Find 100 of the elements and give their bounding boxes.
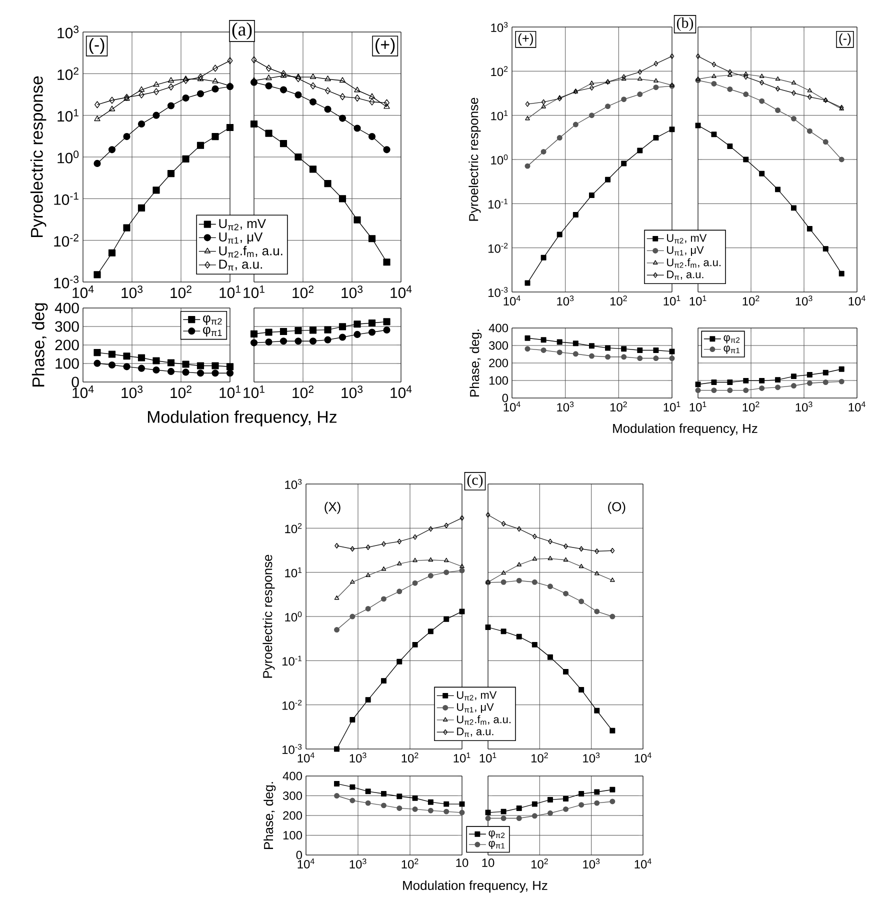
x-tick-label: 10$^{4}$ bbox=[390, 286, 412, 298]
y-tick-label: 10$^{2}$ bbox=[491, 66, 508, 76]
legend-label: U$_{π1}$, μV bbox=[667, 246, 704, 256]
x-tick-label: 10$^{1}$ bbox=[454, 752, 470, 762]
x-tick-label: 10$^{1}$ bbox=[220, 286, 240, 298]
y-tick-label: 200 bbox=[489, 358, 508, 368]
x-tick-label: 10$^{3}$ bbox=[796, 296, 812, 306]
legend-label: D$_{π}$, a.u. bbox=[667, 270, 704, 280]
y-axis-title: Pyroelectric response bbox=[468, 98, 481, 221]
y-axis-title: Phase, deg. bbox=[264, 782, 276, 850]
y-axis-title: Pyroelectric response bbox=[262, 554, 275, 678]
legend-label: φ$_{π2}$ bbox=[488, 830, 505, 839]
y-tick-label: 10$^{3}$ bbox=[491, 22, 508, 32]
x-tick-label: 10$^{3}$ bbox=[583, 752, 600, 763]
x-tick-label: 10$^{2}$ bbox=[170, 386, 192, 398]
x-tick-label: 10$^{1}$ bbox=[690, 402, 706, 412]
y-tick-label: 10$^{1}$ bbox=[491, 110, 508, 120]
x-tick-label: 10$^{4}$ bbox=[634, 752, 652, 762]
y-tick-label: 400 bbox=[282, 772, 302, 780]
y-tick-label: 10$^{-2}$ bbox=[488, 242, 508, 253]
x-tick-label: 10$^{3}$ bbox=[122, 286, 143, 298]
x-tick-label: 10$^{1}$ bbox=[244, 386, 264, 398]
x-tick-label: 10$^{4}$ bbox=[504, 402, 520, 412]
y-axis-title: Pyroelectric response bbox=[30, 76, 46, 238]
x-tick-label: 10$^{4}$ bbox=[72, 286, 94, 298]
y-tick-label: 10$^{0}$ bbox=[285, 612, 302, 622]
y-tick-label: 100 bbox=[489, 376, 508, 385]
y-axis-title: Phase, deg. bbox=[470, 330, 482, 397]
annotation: (+) bbox=[518, 33, 533, 46]
x-tick-label: 10$^{3}$ bbox=[342, 286, 363, 298]
y-tick-label: 10$^{-1}$ bbox=[488, 198, 508, 209]
y-tick-label: 10$^{-1}$ bbox=[282, 656, 302, 666]
x-tick-label: 10$^{3}$ bbox=[350, 752, 366, 763]
y-tick-label: 200 bbox=[55, 340, 79, 350]
legend-label: φ$_{π2}$ bbox=[203, 315, 222, 326]
y-tick-label: 10$^{0}$ bbox=[58, 150, 79, 164]
legend-label: U$_{π2}$, mV bbox=[667, 234, 707, 244]
y-tick-label: 0 bbox=[72, 376, 79, 388]
x-tick-label: 10$^{1}$ bbox=[244, 286, 264, 298]
y-tick-label: 0 bbox=[296, 850, 302, 860]
x-tick-label: 10$^{4}$ bbox=[848, 296, 866, 306]
x-axis-title: Modulation frequency, Hz bbox=[613, 424, 758, 436]
y-tick-label: 100 bbox=[56, 358, 79, 369]
x-tick-label: 10$^{2}$ bbox=[610, 296, 627, 306]
x-tick-label: 10$^{3}$ bbox=[350, 858, 366, 869]
chart-title: (c) bbox=[467, 474, 483, 488]
x-tick-label: 10$^{1}$ bbox=[664, 402, 680, 412]
x-tick-label: 10$^{2}$ bbox=[531, 858, 548, 869]
y-tick-label: 300 bbox=[282, 792, 302, 800]
x-tick-label: 10$^{4}$ bbox=[634, 858, 652, 868]
y-tick-label: 10$^{-2}$ bbox=[54, 234, 78, 247]
y-tick-label: 400 bbox=[54, 302, 79, 314]
y-tick-label: 300 bbox=[488, 341, 508, 350]
x-tick-label: 10$^{3}$ bbox=[557, 402, 574, 412]
x-tick-label: 10$^{4}$ bbox=[848, 402, 866, 412]
x-tick-label: 10$^{1}$ bbox=[480, 752, 496, 762]
x-tick-label: 10$^{1}$ bbox=[690, 296, 706, 306]
y-tick-label: 200 bbox=[283, 811, 302, 820]
x-tick-label: 10 bbox=[482, 858, 494, 867]
legend-label: φ$_{π1}$ bbox=[488, 840, 505, 850]
x-tick-label: 10$^{2}$ bbox=[531, 752, 548, 763]
legend-label: U$_{π2}$.f$_{m}$, a.u. bbox=[667, 258, 721, 268]
chart-title: (a) bbox=[232, 22, 252, 40]
x-tick-label: 10$^{2}$ bbox=[742, 296, 760, 306]
legend-label: U$_{π2}$.f$_{m}$, a.u. bbox=[457, 715, 510, 725]
legend-label: U$_{π2}$.f$_{m}$, a.u. bbox=[219, 246, 282, 258]
y-tick-label: 10$^{-3}$ bbox=[54, 276, 79, 288]
x-tick-label: 10$^{3}$ bbox=[342, 386, 363, 398]
y-tick-label: 0 bbox=[502, 394, 508, 402]
legend-label: φ$_{π1}$ bbox=[724, 346, 740, 354]
legend-label: U$_{π2}$, mV bbox=[457, 691, 497, 700]
x-tick-label: 10$^{4}$ bbox=[504, 296, 520, 306]
x-tick-label: 10$^{3}$ bbox=[583, 858, 600, 869]
annotation: (-) bbox=[89, 38, 104, 54]
x-tick-label: 10 bbox=[456, 858, 468, 867]
annotation: (+) bbox=[376, 38, 395, 54]
x-axis-title: Modulation frequency, Hz bbox=[403, 880, 548, 893]
chart-title: (b) bbox=[676, 17, 694, 31]
x-tick-label: 10$^{2}$ bbox=[170, 286, 192, 298]
y-tick-label: 10$^{1}$ bbox=[58, 109, 78, 122]
y-tick-label: 10$^{0}$ bbox=[491, 154, 508, 164]
legend-label: φ$_{π2}$ bbox=[724, 335, 740, 344]
y-tick-label: 10$^{-3}$ bbox=[282, 744, 302, 754]
x-axis-title: Modulation frequency, Hz bbox=[148, 410, 337, 426]
x-tick-label: 10$^{4}$ bbox=[298, 858, 314, 868]
x-tick-label: 10$^{4}$ bbox=[390, 386, 412, 398]
y-tick-label: 100 bbox=[283, 831, 302, 840]
x-tick-label: 10$^{3}$ bbox=[796, 402, 812, 412]
x-tick-label: 10$^{2}$ bbox=[742, 402, 760, 412]
y-tick-label: 10$^{2}$ bbox=[58, 67, 78, 80]
legend-label: U$_{π1}$, μV bbox=[219, 232, 263, 244]
y-tick-label: 400 bbox=[488, 324, 508, 332]
y-tick-label: 10$^{3}$ bbox=[58, 26, 79, 38]
legend-label: D$_{π}$, a.u. bbox=[219, 260, 262, 271]
x-tick-label: 10$^{2}$ bbox=[402, 752, 418, 763]
x-tick-label: 10$^{1}$ bbox=[664, 296, 680, 306]
annotation: (X) bbox=[324, 502, 340, 514]
legend-label: U$_{π1}$, μV bbox=[457, 703, 494, 713]
x-tick-label: 10$^{3}$ bbox=[122, 386, 143, 398]
x-tick-label: 10$^{2}$ bbox=[610, 402, 627, 412]
